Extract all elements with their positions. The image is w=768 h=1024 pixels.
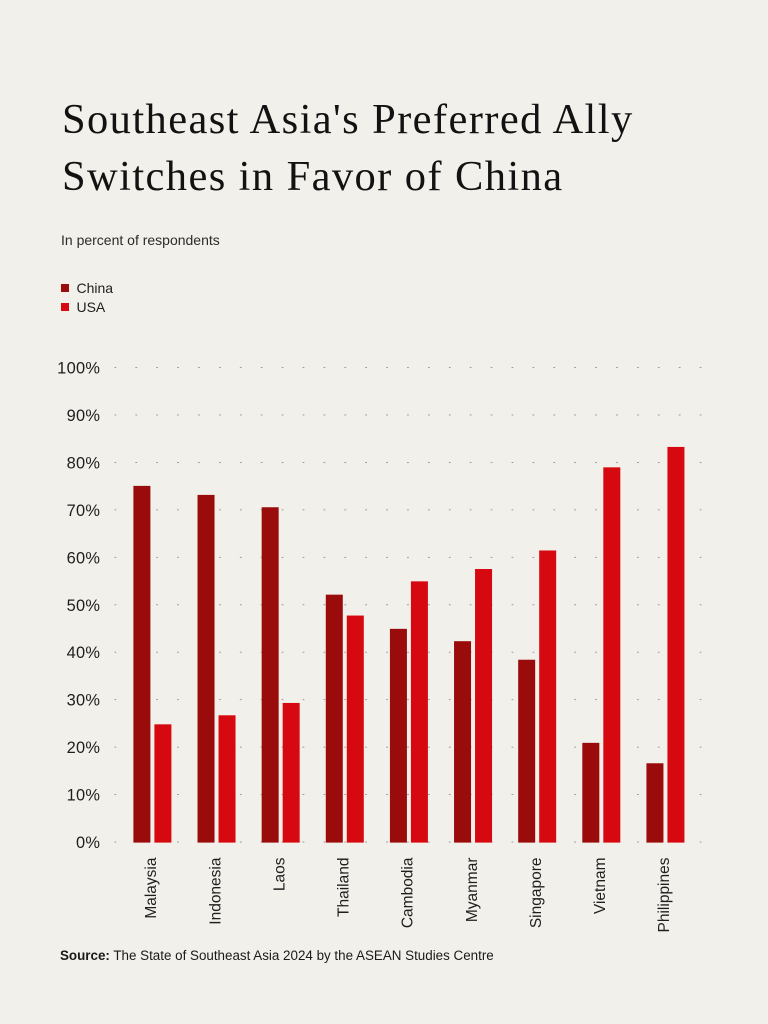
svg-text:20%: 20%	[67, 739, 101, 757]
svg-text:Vietnam: Vietnam	[592, 858, 609, 915]
svg-text:10%: 10%	[67, 787, 101, 805]
svg-text:Singapore: Singapore	[528, 858, 545, 929]
svg-text:90%: 90%	[67, 407, 101, 425]
svg-text:70%: 70%	[67, 502, 101, 520]
svg-text:Indonesia: Indonesia	[207, 857, 224, 925]
svg-text:Laos: Laos	[272, 857, 289, 891]
svg-text:Cambodia: Cambodia	[400, 857, 417, 928]
svg-text:Thailand: Thailand	[336, 858, 353, 917]
svg-text:50%: 50%	[67, 597, 101, 615]
svg-text:30%: 30%	[67, 692, 101, 710]
svg-text:0%: 0%	[76, 834, 100, 852]
svg-text:80%: 80%	[67, 454, 101, 472]
svg-text:Philippines: Philippines	[656, 857, 673, 932]
svg-text:100%: 100%	[57, 360, 100, 378]
svg-text:Malaysia: Malaysia	[143, 857, 160, 919]
svg-text:Myanmar: Myanmar	[464, 858, 481, 923]
svg-text:40%: 40%	[67, 644, 101, 662]
svg-text:60%: 60%	[67, 549, 101, 567]
